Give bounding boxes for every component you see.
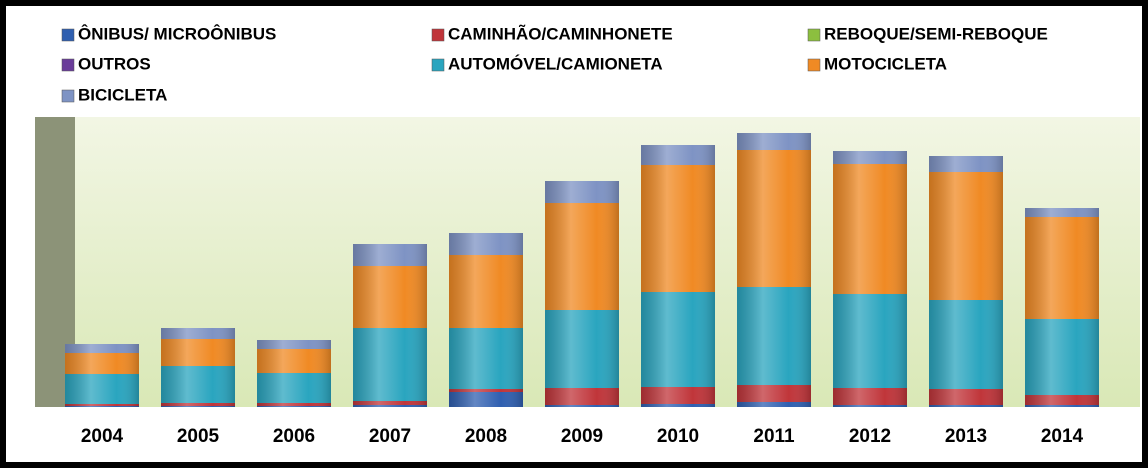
bar-shine xyxy=(65,344,139,353)
bar-shine xyxy=(833,388,907,405)
x-tick-label: 2011 xyxy=(753,426,795,447)
bar-shine xyxy=(737,133,811,150)
legend-swatch xyxy=(807,28,821,42)
x-tick-label: 2014 xyxy=(1041,426,1084,447)
x-tick-label: 2007 xyxy=(369,426,411,447)
bar-shine xyxy=(929,300,1003,389)
legend-swatch xyxy=(61,58,75,72)
x-tick-label: 2010 xyxy=(657,426,699,447)
bar-shine xyxy=(1025,319,1099,395)
bar-shine xyxy=(449,392,523,407)
bar-shine xyxy=(545,181,619,203)
bar-shine xyxy=(641,145,715,165)
bar-shine xyxy=(1025,405,1099,407)
x-tick-label: 2006 xyxy=(273,426,315,447)
bar-shine xyxy=(353,405,427,407)
bar-shine xyxy=(65,406,139,407)
bar-shine xyxy=(257,373,331,403)
bar-shine xyxy=(449,328,523,389)
legend-swatch xyxy=(431,28,445,42)
bar-shine xyxy=(833,164,907,294)
bar-shine xyxy=(257,349,331,373)
bar-shine xyxy=(545,310,619,388)
bar-shine xyxy=(161,328,235,339)
legend-label: BICICLETA xyxy=(78,85,167,104)
legend-label: AUTOMÓVEL/CAMIONETA xyxy=(448,54,663,73)
bar-shine xyxy=(929,389,1003,405)
bar-shine xyxy=(353,266,427,328)
bar-shine xyxy=(65,374,139,404)
bar-shine xyxy=(449,389,523,392)
legend-label: MOTOCICLETA xyxy=(824,54,947,73)
legend-swatch xyxy=(61,28,75,42)
x-tick-label: 2008 xyxy=(465,426,507,447)
bar-shine xyxy=(353,401,427,405)
bar-shine xyxy=(1025,208,1099,217)
bar-shine xyxy=(1025,395,1099,405)
legend-label: ÔNIBUS/ MICROÔNIBUS xyxy=(78,24,276,43)
legend-label: OUTROS xyxy=(78,54,151,73)
bar-shine xyxy=(641,292,715,387)
legend-label: CAMINHÃO/CAMINHONETE xyxy=(448,23,673,43)
bar-shine xyxy=(353,244,427,266)
bar-shine xyxy=(449,255,523,328)
bar-shine xyxy=(641,387,715,404)
x-tick-label: 2013 xyxy=(945,426,987,447)
x-tick-label: 2009 xyxy=(561,426,603,447)
bar-shine xyxy=(545,388,619,405)
bar-shine xyxy=(641,404,715,407)
bar-shine xyxy=(929,156,1003,172)
bar-shine xyxy=(833,405,907,407)
bar-shine xyxy=(257,406,331,407)
bar-shine xyxy=(257,340,331,349)
bar-shine xyxy=(929,172,1003,300)
legend-swatch xyxy=(61,89,75,103)
legend-swatch xyxy=(807,58,821,72)
bar-shine xyxy=(65,404,139,406)
bar-shine xyxy=(545,405,619,407)
bar-shine xyxy=(161,366,235,403)
bar-shine xyxy=(737,287,811,385)
legend-label: REBOQUE/SEMI-REBOQUE xyxy=(824,24,1048,43)
bar-shine xyxy=(737,402,811,407)
x-tick-label: 2004 xyxy=(81,426,124,447)
bar-shine xyxy=(833,294,907,388)
bar-shine xyxy=(161,339,235,366)
bar-shine xyxy=(545,203,619,310)
bar-shine xyxy=(929,405,1003,407)
bar-shine xyxy=(257,403,331,406)
bar-shine xyxy=(641,165,715,292)
bar-shine xyxy=(1025,217,1099,319)
x-tick-label: 2005 xyxy=(177,426,220,447)
bar-shine xyxy=(449,233,523,255)
bar-shine xyxy=(737,150,811,287)
x-tick-label: 2012 xyxy=(849,426,891,447)
bar-shine xyxy=(353,328,427,401)
bar-shine xyxy=(161,406,235,407)
bar-shine xyxy=(737,385,811,402)
bar-shine xyxy=(833,151,907,164)
bar-shine xyxy=(65,353,139,374)
bar-shine xyxy=(161,403,235,406)
legend-swatch xyxy=(431,58,445,72)
